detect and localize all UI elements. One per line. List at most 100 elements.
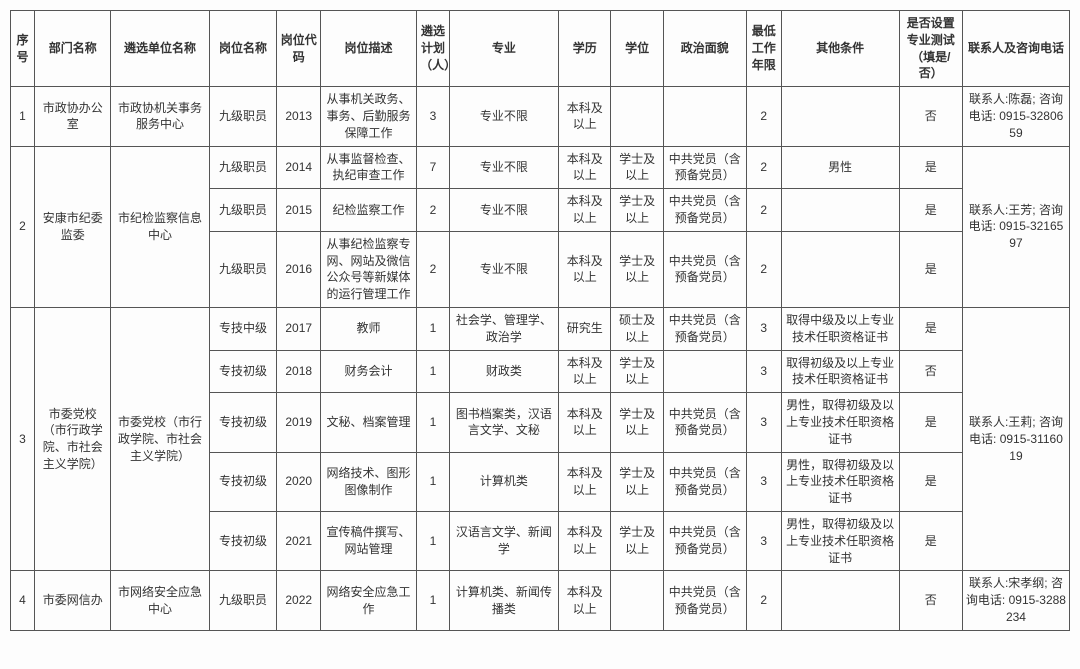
cell-plan: 1 [417, 452, 450, 511]
header-seq: 序号 [11, 11, 35, 87]
cell-major: 社会学、管理学、政治学 [449, 307, 558, 350]
cell-contact: 联系人:王芳; 咨询电话: 0915-3216597 [962, 146, 1069, 307]
cell-dept: 安康市纪委监委 [35, 146, 111, 307]
header-edu: 学历 [559, 11, 611, 87]
cell-other: 取得初级及以上专业技术任职资格证书 [781, 350, 899, 393]
cell-plan: 3 [417, 87, 450, 146]
header-deg: 学位 [611, 11, 663, 87]
cell-edu: 本科及以上 [559, 511, 611, 570]
cell-pol: 中共党员（含预备党员） [663, 393, 746, 452]
cell-plan: 1 [417, 571, 450, 630]
cell-test: 否 [899, 571, 962, 630]
cell-test: 否 [899, 87, 962, 146]
cell-pol [663, 350, 746, 393]
table-row: 3 市委党校（市行政学院、市社会主义学院） 市委党校（市行政学院、市社会主义学院… [11, 307, 1070, 350]
cell-other: 男性，取得初级及以上专业技术任职资格证书 [781, 452, 899, 511]
cell-major: 图书档案类，汉语言文学、文秘 [449, 393, 558, 452]
cell-pol: 中共党员（含预备党员） [663, 571, 746, 630]
cell-pos: 九级职员 [209, 231, 277, 307]
cell-min: 2 [746, 87, 781, 146]
cell-desc: 宣传稿件撰写、网站管理 [321, 511, 417, 570]
cell-pos: 专技初级 [209, 350, 277, 393]
header-pol: 政治面貌 [663, 11, 746, 87]
cell-desc: 从事机关政务、事务、后勤服务保障工作 [321, 87, 417, 146]
cell-major: 财政类 [449, 350, 558, 393]
cell-other [781, 571, 899, 630]
cell-code: 2022 [277, 571, 321, 630]
cell-deg: 硕士及以上 [611, 307, 663, 350]
cell-pos: 九级职员 [209, 571, 277, 630]
cell-other: 男性，取得初级及以上专业技术任职资格证书 [781, 393, 899, 452]
cell-desc: 网络技术、图形图像制作 [321, 452, 417, 511]
cell-dept: 市政协办公室 [35, 87, 111, 146]
table-header: 序号 部门名称 遴选单位名称 岗位名称 岗位代码 岗位描述 遴选计划（人） 专业… [11, 11, 1070, 87]
cell-test: 是 [899, 231, 962, 307]
cell-edu: 本科及以上 [559, 87, 611, 146]
cell-major: 专业不限 [449, 146, 558, 189]
cell-pos: 九级职员 [209, 146, 277, 189]
cell-edu: 本科及以上 [559, 146, 611, 189]
cell-pol: 中共党员（含预备党员） [663, 231, 746, 307]
header-pos: 岗位名称 [209, 11, 277, 87]
cell-min: 3 [746, 511, 781, 570]
cell-min: 2 [746, 571, 781, 630]
cell-pol: 中共党员（含预备党员） [663, 452, 746, 511]
cell-code: 2019 [277, 393, 321, 452]
cell-deg: 学士及以上 [611, 350, 663, 393]
cell-major: 专业不限 [449, 231, 558, 307]
cell-pol [663, 87, 746, 146]
cell-deg [611, 571, 663, 630]
cell-test: 是 [899, 452, 962, 511]
cell-min: 3 [746, 452, 781, 511]
cell-desc: 纪检监察工作 [321, 189, 417, 232]
cell-seq: 2 [11, 146, 35, 307]
cell-unit: 市网络安全应急中心 [111, 571, 209, 630]
cell-edu: 本科及以上 [559, 452, 611, 511]
cell-min: 2 [746, 146, 781, 189]
cell-min: 3 [746, 393, 781, 452]
table-row: 2 安康市纪委监委 市纪检监察信息中心 九级职员 2014 从事监督检查、执纪审… [11, 146, 1070, 189]
cell-dept: 市委网信办 [35, 571, 111, 630]
header-major: 专业 [449, 11, 558, 87]
table-body: 1 市政协办公室 市政协机关事务服务中心 九级职员 2013 从事机关政务、事务… [11, 87, 1070, 631]
cell-major: 计算机类 [449, 452, 558, 511]
cell-major: 专业不限 [449, 87, 558, 146]
cell-deg: 学士及以上 [611, 393, 663, 452]
cell-test: 否 [899, 350, 962, 393]
cell-plan: 2 [417, 189, 450, 232]
cell-unit: 市委党校（市行政学院、市社会主义学院） [111, 307, 209, 570]
cell-min: 2 [746, 231, 781, 307]
cell-code: 2016 [277, 231, 321, 307]
cell-min: 2 [746, 189, 781, 232]
cell-pos: 专技初级 [209, 511, 277, 570]
cell-min: 3 [746, 307, 781, 350]
cell-plan: 1 [417, 307, 450, 350]
cell-deg: 学士及以上 [611, 189, 663, 232]
header-other: 其他条件 [781, 11, 899, 87]
cell-code: 2018 [277, 350, 321, 393]
cell-deg: 学士及以上 [611, 452, 663, 511]
cell-desc: 从事监督检查、执纪审查工作 [321, 146, 417, 189]
cell-pos: 专技初级 [209, 452, 277, 511]
cell-pos: 九级职员 [209, 189, 277, 232]
cell-min: 3 [746, 350, 781, 393]
header-unit: 遴选单位名称 [111, 11, 209, 87]
cell-unit: 市纪检监察信息中心 [111, 146, 209, 307]
cell-pos: 专技中级 [209, 307, 277, 350]
cell-pos: 九级职员 [209, 87, 277, 146]
header-plan: 遴选计划（人） [417, 11, 450, 87]
cell-plan: 2 [417, 231, 450, 307]
header-test: 是否设置专业测试（填是/否） [899, 11, 962, 87]
cell-desc: 文秘、档案管理 [321, 393, 417, 452]
cell-seq: 3 [11, 307, 35, 570]
cell-desc: 教师 [321, 307, 417, 350]
header-min: 最低工作年限 [746, 11, 781, 87]
cell-contact: 联系人:宋孝纲; 咨询电话: 0915-3288234 [962, 571, 1069, 630]
cell-other [781, 189, 899, 232]
cell-contact: 联系人:陈磊; 咨询电话: 0915-3280659 [962, 87, 1069, 146]
cell-other [781, 231, 899, 307]
cell-unit: 市政协机关事务服务中心 [111, 87, 209, 146]
cell-code: 2017 [277, 307, 321, 350]
cell-seq: 4 [11, 571, 35, 630]
cell-edu: 本科及以上 [559, 189, 611, 232]
